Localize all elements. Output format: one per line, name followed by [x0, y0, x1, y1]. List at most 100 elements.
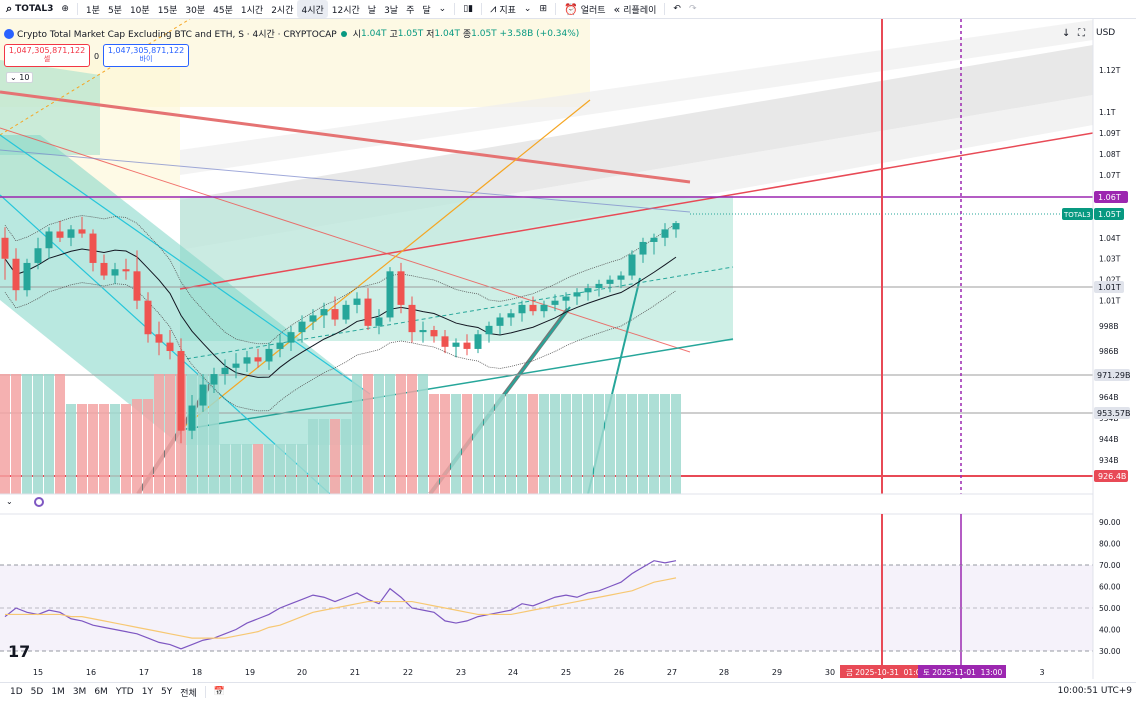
interval-day[interactable]: 날 — [367, 5, 377, 16]
divider — [76, 3, 78, 15]
candle-body — [342, 304, 350, 320]
interval-month[interactable]: 달 — [422, 5, 431, 16]
price-axis-label: 1.1T — [1099, 108, 1116, 117]
legend-open: 1.04T — [361, 28, 387, 39]
candle-body — [540, 304, 548, 312]
date-range-button[interactable]: 📅 — [210, 687, 229, 697]
candle-body — [595, 283, 603, 289]
range-ytd[interactable]: YTD — [115, 687, 134, 697]
interval-5m[interactable]: 5분 — [107, 5, 122, 16]
rsi-line — [4, 560, 677, 650]
rsi-axis-label: 70.00 — [1099, 561, 1121, 570]
interval-45m[interactable]: 45분 — [213, 5, 233, 16]
price-axis-label: 944B — [1099, 435, 1118, 444]
rsi-indicator-icon[interactable] — [34, 497, 44, 507]
red-channel-line-upper — [0, 90, 691, 184]
interval-dropdown-button[interactable]: ⌄ — [435, 0, 451, 18]
volume-bar — [0, 374, 10, 494]
time-axis-label: 28 — [719, 668, 729, 677]
volume-bar — [308, 419, 318, 494]
candle-body — [584, 288, 592, 293]
price-chart[interactable]: 1.12T 1.1T 1.09T 1.08T 1.07T 1.06T 1.05T 1.04T 1… — [0, 19, 1136, 679]
candle-body — [474, 334, 482, 349]
calendar-icon: 📅 — [213, 687, 225, 697]
price-axis-label: 1.03T — [1099, 255, 1121, 264]
candle-body — [650, 237, 658, 242]
alert-label: 얼러트 — [580, 5, 606, 16]
volume-bar — [385, 374, 395, 494]
range-1d[interactable]: 1D — [10, 687, 23, 697]
range-1y[interactable]: 1Y — [141, 687, 153, 697]
collapse-indicators-button[interactable]: ⌄ 10 — [6, 72, 34, 83]
interval-week[interactable]: 주 — [406, 5, 415, 16]
range-5d[interactable]: 5D — [30, 687, 44, 697]
redo-button[interactable]: ↷ — [685, 0, 701, 18]
red-time-tag — [840, 665, 926, 678]
candle-body — [430, 330, 438, 337]
add-symbol-button[interactable]: ⊕ — [61, 4, 69, 14]
volume-bar — [517, 394, 527, 494]
time-axis-label: 21 — [350, 668, 360, 677]
range-5y[interactable]: 5Y — [160, 687, 173, 697]
interval-12h[interactable]: 12시간 — [331, 5, 360, 16]
candle-body — [287, 332, 295, 343]
purple-level-tag — [1094, 191, 1128, 203]
volume-bar — [319, 419, 329, 494]
alert-button[interactable]: ⏰ 얼러트 — [560, 0, 610, 18]
candle-body — [419, 330, 427, 333]
scroll-down-icon[interactable]: ↓ — [1062, 28, 1071, 39]
rsi-axis-label: 80.00 — [1099, 540, 1121, 549]
clock-timezone[interactable]: 10:00:51 UTC+9 — [1057, 686, 1132, 696]
volume-bar — [429, 394, 439, 494]
interval-2h[interactable]: 2시간 — [271, 5, 294, 16]
indicator-templates-button[interactable]: ⌄ — [520, 0, 536, 18]
candle-body — [56, 231, 64, 238]
legend-change: +3.58B (+0.34%) — [499, 28, 580, 39]
volume-bar — [22, 374, 32, 494]
chart-legend: Crypto Total Market Cap Excluding BTC an… — [4, 27, 579, 40]
candle-layer — [1, 216, 680, 444]
divider — [664, 3, 666, 15]
volume-bar — [561, 394, 571, 494]
undo-button[interactable]: ↶ — [669, 0, 685, 18]
layout-button[interactable]: ⊞ — [535, 0, 551, 18]
interval-10m[interactable]: 10분 — [129, 5, 150, 16]
time-axis-label: 27 — [667, 668, 677, 677]
candle-body — [518, 304, 526, 314]
legend-title[interactable]: Crypto Total Market Cap Excluding BTC an… — [17, 30, 337, 40]
gray-level-tag-text: 1.01T — [1098, 283, 1121, 292]
volume-bar — [528, 394, 538, 494]
indicators-button[interactable]: ⩘ 지표 — [486, 0, 520, 18]
symbol-tag — [1062, 208, 1093, 220]
range-all[interactable]: 전체 — [180, 688, 197, 699]
volume-bar — [484, 394, 494, 494]
rsi-collapse-icon[interactable]: ⌄ — [6, 497, 13, 506]
current-price-tag — [1094, 208, 1124, 220]
range-6m[interactable]: 6M — [94, 687, 108, 697]
symbol-logo-icon — [4, 28, 14, 39]
buy-price: 1,047,305,871,122 — [107, 46, 185, 55]
interval-1h[interactable]: 1시간 — [240, 5, 264, 16]
teal-range-box — [180, 196, 733, 341]
time-axis-label: 20 — [297, 668, 307, 677]
symbol-search-button[interactable]: ⌕ TOTAL3 — [0, 0, 57, 18]
divider — [481, 3, 483, 15]
range-3m[interactable]: 3M — [72, 687, 87, 697]
interval-1m[interactable]: 1분 — [85, 5, 100, 16]
rsi-axis[interactable]: 90.00 80.00 70.00 60.00 50.00 40.00 30.00 — [1099, 518, 1121, 656]
currency-selector[interactable]: USD — [1096, 28, 1116, 38]
buy-button[interactable]: 1,047,305,871,122 바이 — [103, 44, 189, 67]
interval-4h[interactable]: 4시간 — [297, 0, 328, 18]
candle-body — [441, 336, 449, 347]
replay-button[interactable]: «리플레이 — [610, 0, 661, 18]
interval-30m[interactable]: 30분 — [185, 5, 206, 16]
chart-type-button[interactable]: ▯▮ — [459, 0, 477, 18]
time-axis[interactable]: 15 16 17 18 19 20 21 22 23 24 25 26 27 28 29 30 3 — [33, 668, 1045, 677]
candle-body — [155, 334, 163, 343]
sell-button[interactable]: 1,047,305,871,122 셀 — [4, 44, 90, 67]
range-1m[interactable]: 1M — [51, 687, 65, 697]
interval-15m[interactable]: 15분 — [157, 5, 178, 16]
fullscreen-icon[interactable]: ⛶ — [1078, 28, 1085, 39]
price-axis-bg — [1093, 19, 1136, 679]
interval-3day[interactable]: 3날 — [384, 5, 399, 16]
